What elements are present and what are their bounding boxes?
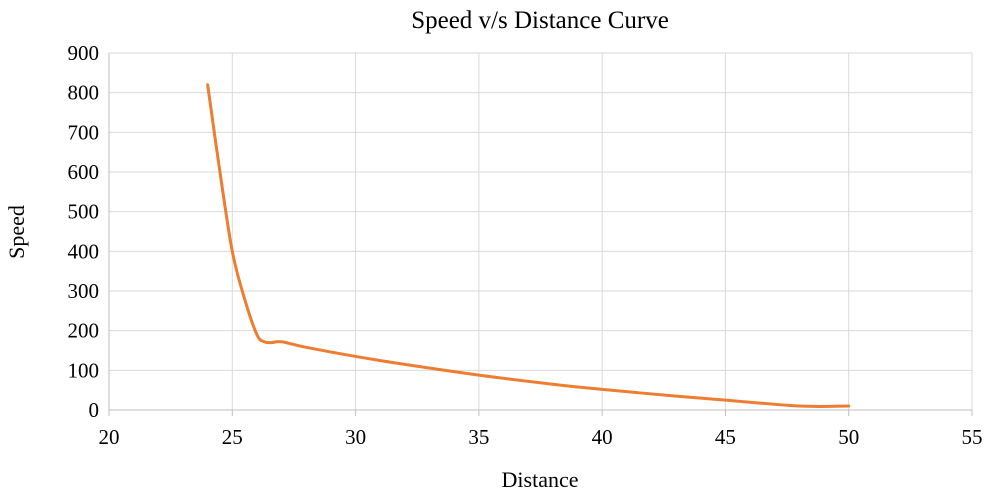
y-tick-label: 100 [68, 358, 100, 382]
y-tick-label: 500 [68, 200, 100, 224]
series-group [206, 83, 851, 408]
y-tick-label: 800 [68, 81, 100, 105]
y-tick-label: 700 [68, 120, 100, 144]
chart-title: Speed v/s Distance Curve [411, 7, 669, 34]
axes [108, 53, 973, 416]
x-tick-label: 25 [222, 425, 243, 449]
y-tick-label: 0 [89, 398, 100, 422]
y-tick-label: 200 [68, 319, 100, 343]
y-tick-labels: 0 100 200 300 400 500 600 700 800 900 [68, 41, 100, 422]
x-gridlines [231, 53, 973, 410]
y-tick-label: 400 [68, 239, 100, 263]
y-tick-label: 600 [68, 160, 100, 184]
y-tick-label: 900 [68, 41, 100, 65]
x-tick-labels: 20 25 30 35 40 45 50 55 [99, 425, 983, 449]
x-tick-label: 45 [715, 425, 736, 449]
x-tick-label: 55 [962, 425, 983, 449]
x-axis-label: Distance [502, 467, 579, 492]
x-tick-label: 30 [345, 425, 366, 449]
y-tick-label: 300 [68, 279, 100, 303]
y-gridlines [109, 52, 972, 371]
x-tick-label: 20 [99, 425, 120, 449]
x-tick-label: 35 [468, 425, 489, 449]
y-axis-label: Speed [4, 205, 29, 259]
x-tick-label: 50 [838, 425, 859, 449]
x-tick-label: 40 [592, 425, 613, 449]
series-line [206, 83, 851, 408]
